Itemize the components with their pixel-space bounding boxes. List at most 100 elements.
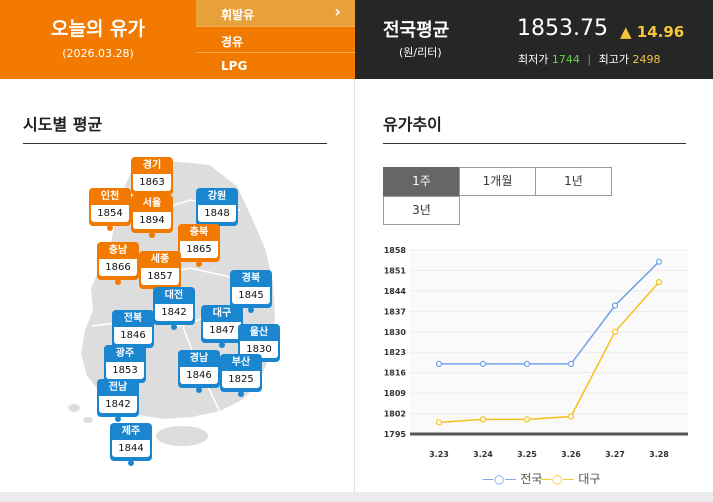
series-line bbox=[438, 281, 660, 424]
region-marker[interactable]: 세종 1857 bbox=[139, 251, 181, 294]
region-name: 부산 bbox=[231, 357, 251, 368]
data-point bbox=[523, 360, 531, 368]
range-separator: | bbox=[587, 53, 592, 66]
y-tick-label: 1809 bbox=[384, 389, 407, 398]
y-tick-label: 1816 bbox=[384, 369, 407, 378]
region-dot bbox=[238, 391, 244, 397]
data-point bbox=[611, 328, 619, 335]
national-title: 전국평균 bbox=[383, 20, 450, 41]
y-tick-label: 1837 bbox=[384, 307, 406, 316]
region-marker[interactable]: 전북 1846 bbox=[112, 310, 154, 353]
region-dot bbox=[115, 279, 121, 285]
region-name: 제주 bbox=[121, 426, 141, 437]
region-price: 1842 bbox=[99, 396, 137, 413]
data-point bbox=[523, 416, 531, 423]
region-name: 경기 bbox=[142, 160, 162, 171]
regional-section-title: 시도별 평균 bbox=[23, 115, 103, 134]
tab-gasoline-label: 휘발유 bbox=[221, 8, 255, 22]
region-marker[interactable]: 대구 1847 bbox=[201, 305, 243, 348]
region-marker[interactable]: 광주 1853 bbox=[104, 345, 146, 388]
region-name: 울산 bbox=[249, 327, 269, 338]
legend-national-marker: —○— bbox=[482, 472, 517, 486]
region-price: 1844 bbox=[112, 440, 150, 457]
region-marker[interactable]: 제주 1844 bbox=[110, 423, 152, 466]
tab-diesel[interactable]: 경유 bbox=[196, 26, 355, 52]
tab-lpg-label: LPG bbox=[221, 59, 248, 73]
region-dot bbox=[115, 416, 121, 422]
low-value: 1744 bbox=[551, 53, 580, 66]
region-name: 서울 bbox=[142, 198, 162, 209]
region-name: 대구 bbox=[212, 308, 232, 319]
trend-title-divider bbox=[383, 143, 686, 144]
region-marker[interactable]: 경기 1863 bbox=[131, 157, 173, 200]
region-dot bbox=[196, 387, 202, 393]
y-tick-label: 1844 bbox=[384, 287, 407, 296]
region-marker[interactable]: 전남 1842 bbox=[97, 379, 139, 422]
data-point bbox=[479, 416, 487, 423]
region-marker[interactable]: 인천 1854 bbox=[89, 188, 131, 231]
region-dot bbox=[219, 342, 225, 348]
series-line bbox=[439, 261, 660, 365]
region-name: 광주 bbox=[115, 348, 135, 359]
period-tab-1year[interactable]: 1년 bbox=[535, 167, 612, 196]
x-tick-label: 3.25 bbox=[517, 450, 537, 459]
period-tab-1month[interactable]: 1개월 bbox=[459, 167, 536, 196]
region-name: 대전 bbox=[164, 290, 184, 301]
region-name: 세종 bbox=[150, 254, 170, 265]
region-dot bbox=[248, 307, 254, 313]
region-price: 1846 bbox=[180, 367, 218, 384]
tab-diesel-label: 경유 bbox=[221, 35, 244, 49]
region-marker[interactable]: 충남 1866 bbox=[97, 242, 139, 285]
korea-map: 경기 1863 인천 1854 서울 1894 강원 1848 충북 1865 충남 1866 세종 18… bbox=[60, 150, 310, 470]
price-trend-chart: 1795 1802 1809 1816 1823 1830 1837 1844 1851 1858… bbox=[384, 246, 688, 459]
x-tick-label: 3.27 bbox=[605, 450, 625, 459]
region-name: 충북 bbox=[189, 227, 209, 238]
period-tab-1week[interactable]: 1주 bbox=[383, 167, 460, 196]
region-dot bbox=[171, 324, 177, 330]
region-name: 전남 bbox=[108, 382, 128, 393]
national-average-block: 전국평균 (원/리터) 1853.75 ▲ 14.96 최저가 1744 | 최… bbox=[355, 0, 713, 79]
regional-title-divider bbox=[23, 143, 327, 144]
region-dot bbox=[128, 460, 134, 466]
region-price: 1845 bbox=[232, 287, 270, 304]
national-unit: (원/리터) bbox=[399, 46, 442, 59]
national-price: 1853.75 bbox=[517, 16, 608, 41]
region-price: 1863 bbox=[133, 174, 171, 191]
x-tick-label: 3.26 bbox=[561, 450, 581, 459]
region-price: 1866 bbox=[99, 259, 137, 276]
top-header: 오늘의 유가 (2026.03.28) 휘발유 › 경유 LPG 전국평균 (원… bbox=[0, 0, 713, 79]
price-range: 최저가 1744 | 최고가 2498 bbox=[518, 51, 660, 67]
tab-lpg[interactable]: LPG bbox=[196, 52, 355, 78]
region-marker[interactable]: 충북 1865 bbox=[178, 224, 220, 267]
region-marker[interactable]: 경남 1846 bbox=[178, 350, 220, 393]
region-price: 1865 bbox=[180, 241, 218, 258]
region-name: 전북 bbox=[123, 313, 143, 324]
legend-daegu: —○— 대구 bbox=[540, 470, 600, 487]
footer-bar bbox=[0, 492, 713, 502]
region-dot bbox=[149, 232, 155, 238]
region-name: 충남 bbox=[108, 245, 128, 256]
y-tick-label: 1795 bbox=[384, 430, 407, 439]
region-marker[interactable]: 부산 1825 bbox=[220, 354, 262, 397]
data-point bbox=[567, 360, 575, 368]
low-label: 최저가 bbox=[518, 53, 549, 66]
region-price: 1825 bbox=[222, 371, 260, 388]
data-point bbox=[655, 258, 663, 265]
trend-section-title: 유가추이 bbox=[383, 115, 442, 134]
region-marker[interactable]: 대전 1842 bbox=[153, 287, 195, 330]
period-tab-3year[interactable]: 3년 bbox=[383, 196, 460, 225]
data-point bbox=[435, 360, 443, 368]
region-marker[interactable]: 서울 1894 bbox=[131, 195, 173, 238]
legend-national: —○— 전국 bbox=[482, 470, 542, 487]
region-marker[interactable]: 강원 1848 bbox=[196, 188, 238, 231]
chevron-right-icon: › bbox=[334, 2, 341, 21]
y-tick-label: 1823 bbox=[384, 348, 406, 357]
data-point bbox=[435, 419, 443, 426]
region-price: 1854 bbox=[91, 205, 129, 222]
brand-block: 오늘의 유가 (2026.03.28) bbox=[0, 0, 196, 79]
data-point bbox=[655, 279, 663, 286]
region-marker[interactable]: 경북 1845 bbox=[230, 270, 272, 313]
legend-daegu-label: 대구 bbox=[578, 472, 601, 486]
x-tick-label: 3.28 bbox=[649, 450, 669, 459]
tab-gasoline[interactable]: 휘발유 › bbox=[196, 0, 355, 26]
